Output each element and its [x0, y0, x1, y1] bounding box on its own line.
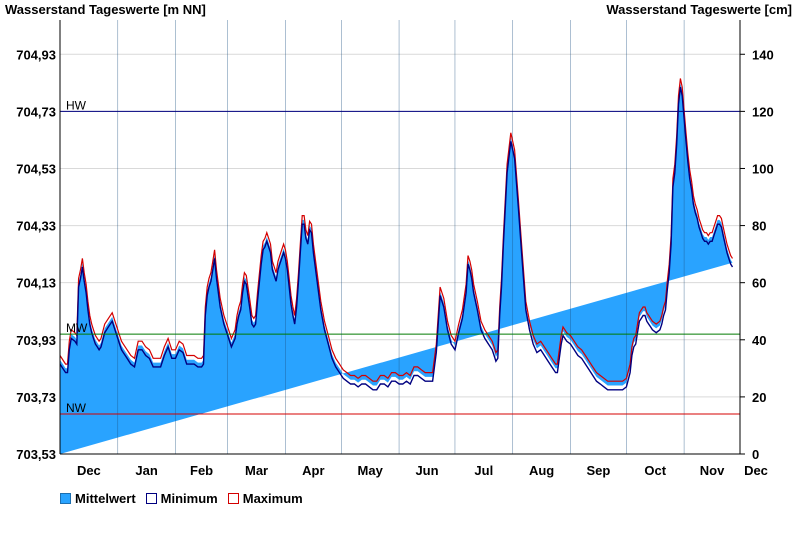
- x-tick-label: Apr: [302, 463, 324, 478]
- legend-max-label: Maximum: [242, 491, 303, 506]
- x-tick-label: Dec: [744, 463, 768, 478]
- left-axis-title: Wasserstand Tageswerte [m NN]: [5, 2, 206, 17]
- right-tick-label: 140: [752, 47, 774, 62]
- legend: Mittelwert Minimum Maximum: [60, 491, 303, 506]
- x-tick-label: Aug: [529, 463, 554, 478]
- legend-item-max[interactable]: Maximum: [227, 491, 303, 506]
- mean-swatch: [60, 493, 71, 504]
- left-tick-label: 703,93: [16, 333, 56, 348]
- right-tick-label: 40: [752, 333, 766, 348]
- mean-area: [60, 82, 733, 455]
- left-tick-label: 704,73: [16, 104, 56, 119]
- x-tick-label: May: [358, 463, 384, 478]
- x-tick-label: Sep: [586, 463, 610, 478]
- reference-label-mw: MW: [66, 321, 88, 335]
- x-tick-label: Jul: [474, 463, 493, 478]
- x-tick-label: Oct: [644, 463, 666, 478]
- legend-min-label: Minimum: [160, 491, 218, 506]
- maximum-line: [59, 78, 734, 382]
- legend-mean-label: Mittelwert: [75, 491, 136, 506]
- reference-label-nw: NW: [66, 401, 87, 415]
- right-tick-label: 100: [752, 161, 774, 176]
- right-tick-label: 60: [752, 276, 766, 291]
- right-axis-title: Wasserstand Tageswerte [cm]: [606, 2, 792, 17]
- legend-item-mean[interactable]: Mittelwert: [60, 491, 136, 506]
- right-tick-label: 80: [752, 219, 766, 234]
- left-tick-label: 704,53: [16, 161, 56, 176]
- min-swatch: [145, 493, 157, 504]
- legend-item-min[interactable]: Minimum: [145, 491, 218, 506]
- left-tick-label: 704,33: [16, 219, 56, 234]
- right-tick-label: 0: [752, 447, 759, 462]
- x-tick-label: Nov: [700, 463, 725, 478]
- max-swatch: [227, 493, 239, 504]
- x-tick-label: Mar: [245, 463, 268, 478]
- x-tick-label: Jan: [135, 463, 157, 478]
- minimum-line: [59, 86, 734, 391]
- right-tick-label: 120: [752, 104, 774, 119]
- left-tick-label: 704,13: [16, 276, 56, 291]
- reference-label-hw: HW: [66, 98, 87, 112]
- x-tick-label: Jun: [415, 463, 438, 478]
- x-tick-label: Dec: [77, 463, 101, 478]
- left-tick-label: 703,53: [16, 447, 56, 462]
- left-tick-label: 703,73: [16, 390, 56, 405]
- right-tick-label: 20: [752, 390, 766, 405]
- left-tick-label: 704,93: [16, 47, 56, 62]
- x-tick-label: Feb: [190, 463, 213, 478]
